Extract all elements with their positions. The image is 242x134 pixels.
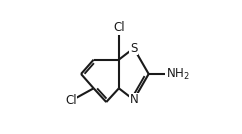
Text: N: N [129,93,138,106]
Text: Cl: Cl [113,21,125,34]
Text: Cl: Cl [65,94,76,107]
Text: NH$_2$: NH$_2$ [166,66,190,81]
Text: S: S [130,42,137,55]
